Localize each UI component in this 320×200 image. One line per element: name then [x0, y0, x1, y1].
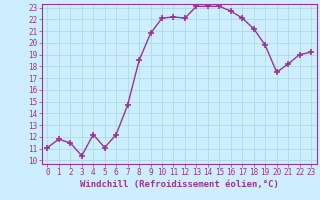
X-axis label: Windchill (Refroidissement éolien,°C): Windchill (Refroidissement éolien,°C) — [80, 180, 279, 189]
